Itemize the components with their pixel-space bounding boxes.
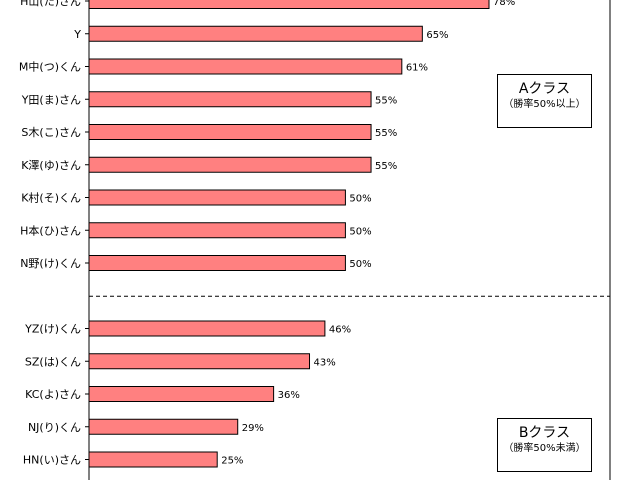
- category-label: H山(た)さん: [20, 0, 81, 8]
- category-label: K澤(ゆ)さん: [21, 159, 81, 172]
- bar: [88, 353, 311, 370]
- value-label: 43%: [314, 357, 336, 368]
- value-label: 55%: [375, 95, 397, 106]
- bar: [88, 25, 423, 42]
- value-label: 46%: [329, 325, 351, 336]
- bar: [88, 386, 275, 402]
- bar: [88, 124, 372, 140]
- bar: [88, 156, 372, 173]
- value-label: 55%: [375, 128, 397, 139]
- value-label: 50%: [349, 259, 371, 270]
- class-a-box: Aクラス （勝率50%以上）: [497, 74, 592, 128]
- class-b-title: Bクラス: [518, 425, 571, 441]
- class-a-subtitle: （勝率50%以上）: [503, 99, 586, 110]
- category-label: M中(つ)くん: [19, 61, 81, 74]
- bar: [88, 451, 218, 468]
- value-label: 55%: [375, 161, 397, 172]
- bar: [88, 320, 326, 337]
- value-label: 65%: [426, 30, 448, 41]
- class-b-subtitle: （勝率50%未満）: [503, 443, 586, 454]
- value-label: 25%: [221, 456, 243, 467]
- bar: [88, 255, 346, 271]
- value-label: 50%: [349, 194, 371, 205]
- category-label: NJ(り)くん: [28, 421, 81, 434]
- class-a-title: Aクラス: [518, 81, 571, 97]
- bar: [88, 91, 372, 108]
- category-label: N野(け)くん: [20, 257, 81, 270]
- bar: [88, 222, 346, 239]
- category-label: SZ(は)くん: [25, 355, 81, 368]
- category-label: K村(そ)くん: [21, 191, 81, 205]
- value-label: 50%: [349, 226, 371, 237]
- category-label: KC(よ)さん: [25, 388, 81, 401]
- value-label: 29%: [242, 423, 264, 434]
- bar: [88, 0, 490, 9]
- category-label: YZ(け)くん: [24, 323, 81, 336]
- class-b-box: Bクラス （勝率50%未満）: [497, 418, 592, 472]
- category-label: Y田(ま)さん: [21, 93, 81, 106]
- category-label: H本(ひ)さん: [20, 223, 81, 237]
- bar: [88, 189, 346, 206]
- value-label: 78%: [493, 0, 515, 8]
- category-label: S木(こ)さん: [21, 126, 81, 139]
- bar: [88, 418, 239, 435]
- bar: [88, 58, 403, 75]
- value-label: 36%: [278, 390, 300, 401]
- category-label: Y: [73, 28, 81, 41]
- category-label: HN(い)さん: [23, 454, 81, 467]
- value-label: 61%: [406, 63, 428, 74]
